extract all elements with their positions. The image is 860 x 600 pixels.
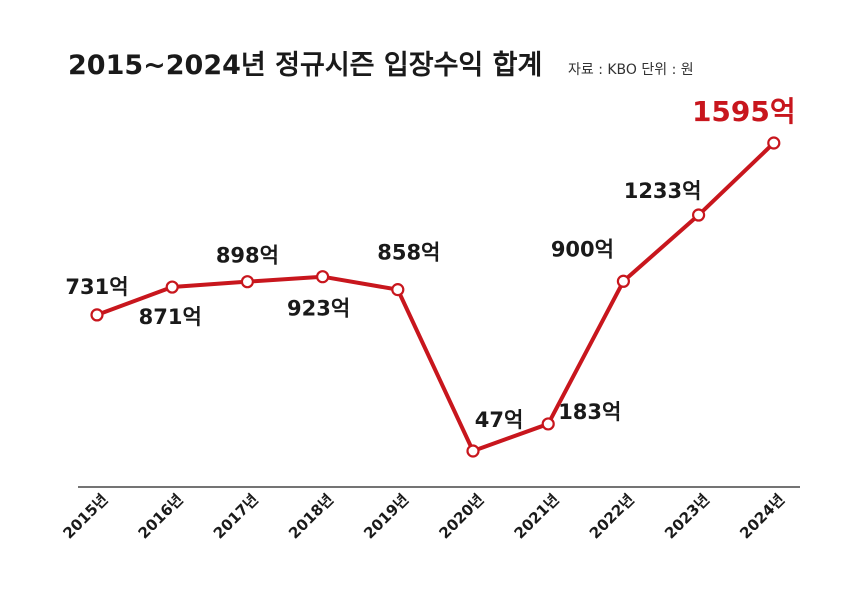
data-point: [316, 270, 330, 284]
data-point: [691, 208, 706, 222]
chart-title: 2015~2024년 정규시즌 입장수익 합계: [68, 50, 542, 81]
data-point: [767, 136, 781, 150]
x-tick-label: 2022년: [586, 490, 638, 542]
data-label: 858억: [377, 241, 440, 265]
data-point: [616, 274, 631, 288]
x-tick-layer: 2015년 2016년 2017년 2018년 2019년 2020년 2021년 2022년…: [59, 490, 788, 542]
series-line: [95, 141, 776, 453]
x-tick-label: 2023년: [661, 490, 713, 542]
x-tick-label: 2015년: [59, 490, 111, 542]
data-point: [90, 308, 104, 322]
x-tick-label: 2017년: [210, 490, 262, 542]
data-label-layer: 731억 871억 898억 923억 858억 47억 183억 900억 1233억 1595…: [65, 95, 795, 432]
data-label: 183억: [558, 400, 621, 424]
data-label: 731억: [65, 275, 128, 299]
data-label: 1233억: [624, 179, 702, 203]
data-label: 47억: [475, 408, 524, 432]
data-point: [165, 280, 179, 294]
x-tick-label: 2019년: [360, 490, 412, 542]
series-layer: [90, 136, 781, 458]
source-note: 자료 : KBO 단위 : 원: [568, 62, 694, 78]
data-point: [240, 275, 254, 289]
x-tick-label: 2021년: [511, 490, 563, 542]
data-label: 898억: [216, 244, 279, 268]
x-tick-label: 2020년: [435, 490, 487, 542]
x-tick-label: 2024년: [736, 490, 788, 542]
data-point: [466, 444, 480, 458]
data-point: [391, 283, 405, 297]
data-label: 900억: [551, 237, 614, 261]
x-tick-label: 2018년: [285, 490, 337, 542]
data-label: 871억: [139, 305, 202, 329]
data-label-highlight: 1595억: [692, 95, 796, 128]
data-point: [541, 417, 555, 431]
data-label: 923억: [287, 297, 350, 321]
x-tick-label: 2016년: [135, 490, 187, 542]
